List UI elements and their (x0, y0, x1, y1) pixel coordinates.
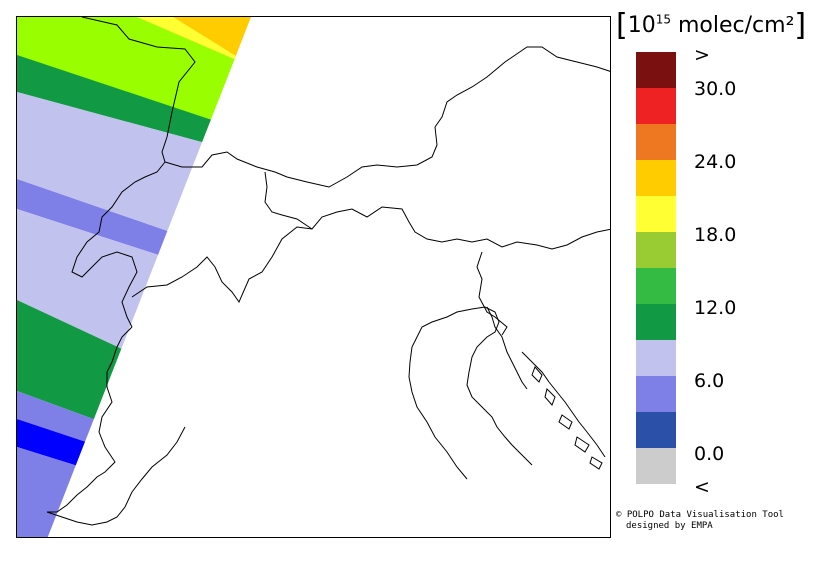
coast-italy-north (46, 426, 186, 526)
border-france-germany (81, 17, 196, 163)
swath-band-green-1 (17, 55, 251, 157)
colorbar-swatch-2 (636, 124, 676, 160)
border-swiss-italy (131, 206, 610, 304)
tick-label-lt: < (694, 476, 710, 498)
colorbar-swatch-8 (636, 340, 676, 376)
satellite-swath (17, 17, 251, 537)
map-panel (16, 16, 611, 538)
swath-band-yellow-green (17, 17, 251, 135)
tick-label-18: 18.0 (694, 224, 737, 246)
coast-adriatic (411, 306, 533, 466)
croatian-island-1 (531, 366, 543, 383)
coast-istria (486, 306, 528, 390)
colorbar-swatch-9 (636, 376, 676, 412)
credit-text: © POLPO Data Visualisation Tool designed… (616, 510, 784, 532)
map-canvas (17, 17, 610, 537)
tick-label-6: 6.0 (694, 370, 725, 392)
colorbar-swatch-3 (636, 160, 676, 196)
tick-label-30: 30.0 (694, 78, 737, 100)
croatian-island-2 (544, 388, 556, 406)
border-swiss-north (164, 46, 610, 188)
unit-rest: molec/cm² (671, 13, 795, 38)
colorbar (636, 52, 676, 484)
credit-line-2: designed by EMPA (626, 521, 713, 531)
country-borders (46, 17, 610, 526)
colorbar-swatch-4 (636, 196, 676, 232)
tick-label-12: 12.0 (694, 297, 737, 319)
coast-italy-adriatic (408, 346, 468, 480)
border-austria-swiss (264, 171, 313, 230)
credit-line-1: © POLPO Data Visualisation Tool (616, 510, 784, 520)
unit-exponent: 15 (655, 12, 671, 27)
swath-band-periwinkle-3 (17, 447, 251, 537)
tick-label-0: 0.0 (694, 443, 725, 465)
legend-title: [1015 molec/cm²] (616, 8, 807, 43)
colorbar-swatch-0 (636, 52, 676, 88)
colorbar-swatch-10 (636, 412, 676, 448)
tick-label-gt: > (694, 44, 710, 66)
croatian-island-5 (589, 456, 603, 470)
border-france-italy (47, 326, 133, 513)
colorbar-swatch-11 (636, 448, 676, 484)
croatian-island-4 (574, 436, 590, 453)
tick-label-24: 24.0 (694, 151, 737, 173)
border-france-swiss (71, 161, 166, 328)
colorbar-swatch-5 (636, 232, 676, 268)
colorbar-swatch-6 (636, 268, 676, 304)
border-italy-slovenia (476, 251, 508, 336)
colorbar-swatch-1 (636, 88, 676, 124)
colorbar-swatch-7 (636, 304, 676, 340)
croatian-island-3 (558, 414, 573, 430)
coast-croatia-islands (521, 351, 606, 458)
unit-prefix: 10 (627, 13, 656, 38)
